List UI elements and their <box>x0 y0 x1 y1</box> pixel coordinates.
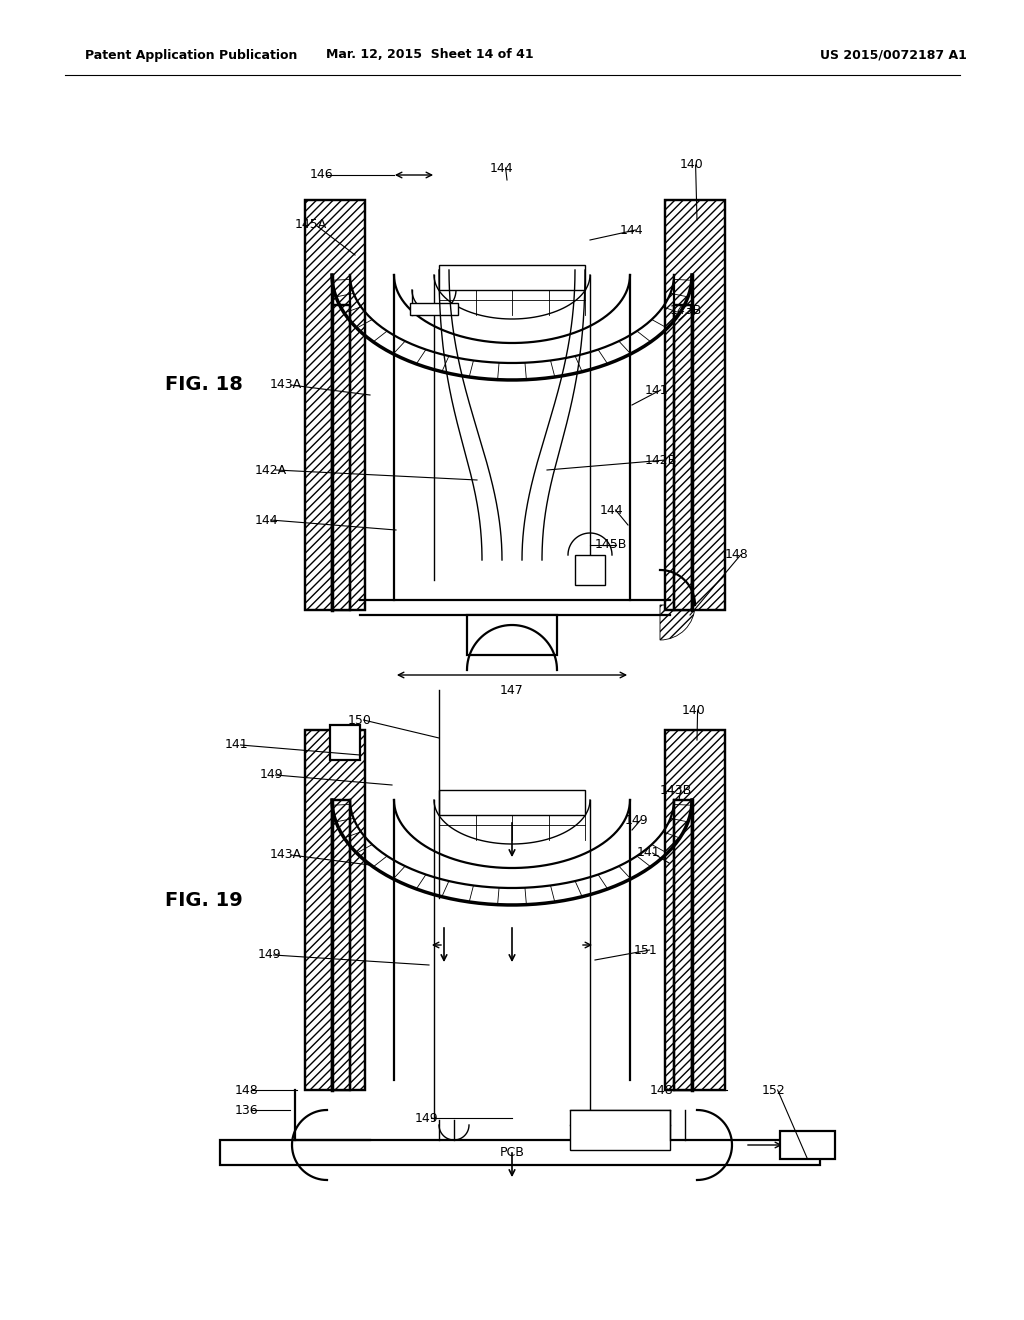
Text: 145A: 145A <box>295 219 328 231</box>
Text: 142A: 142A <box>255 463 287 477</box>
Bar <box>674 305 692 610</box>
Text: 145B: 145B <box>595 539 628 552</box>
Text: FIG. 18: FIG. 18 <box>165 375 243 395</box>
Bar <box>332 800 350 1090</box>
Bar <box>332 305 350 610</box>
Text: 143B: 143B <box>660 784 692 796</box>
Bar <box>332 305 350 610</box>
Text: 143A: 143A <box>270 379 302 392</box>
Bar <box>674 800 692 1090</box>
Text: 146: 146 <box>310 169 334 181</box>
Text: 142B: 142B <box>645 454 677 466</box>
Bar <box>305 201 365 610</box>
Text: 148: 148 <box>234 1084 259 1097</box>
Text: 141: 141 <box>225 738 249 751</box>
Bar <box>305 730 365 1090</box>
Bar <box>674 800 692 1090</box>
Text: 143B: 143B <box>670 304 702 317</box>
Bar <box>410 304 458 315</box>
Bar <box>439 789 585 814</box>
Text: US 2015/0072187 A1: US 2015/0072187 A1 <box>820 49 967 62</box>
Text: 143A: 143A <box>270 849 302 862</box>
Text: 148: 148 <box>725 549 749 561</box>
Text: Patent Application Publication: Patent Application Publication <box>85 49 297 62</box>
Bar <box>780 1131 835 1159</box>
Text: 144: 144 <box>490 161 514 174</box>
Bar <box>305 201 365 610</box>
Text: 152: 152 <box>762 1084 785 1097</box>
Text: 144: 144 <box>600 503 624 516</box>
Text: 140: 140 <box>682 704 706 717</box>
Bar <box>332 800 350 1090</box>
Bar <box>330 725 360 760</box>
Text: 149: 149 <box>260 768 284 781</box>
Bar <box>467 615 557 655</box>
Text: 136: 136 <box>234 1104 259 1117</box>
Text: 149: 149 <box>625 813 648 826</box>
Text: 149: 149 <box>258 949 282 961</box>
Text: 151: 151 <box>634 944 657 957</box>
Text: 141: 141 <box>645 384 669 396</box>
Bar <box>665 201 725 610</box>
Text: 147: 147 <box>500 684 524 697</box>
Bar <box>220 1140 820 1166</box>
Text: FIG. 19: FIG. 19 <box>165 891 243 909</box>
Text: 150: 150 <box>348 714 372 726</box>
Bar <box>665 730 725 1090</box>
Bar <box>665 201 725 610</box>
Text: 144: 144 <box>255 513 279 527</box>
Bar <box>674 305 692 610</box>
Bar <box>665 730 725 1090</box>
Text: 141: 141 <box>637 846 660 859</box>
Text: PCB: PCB <box>500 1146 524 1159</box>
Text: 144: 144 <box>620 223 644 236</box>
Text: 140: 140 <box>680 158 703 172</box>
Text: 149: 149 <box>415 1111 438 1125</box>
Bar <box>570 1110 670 1150</box>
Bar <box>575 554 605 585</box>
Bar <box>305 730 365 1090</box>
Bar <box>439 265 585 290</box>
Text: Mar. 12, 2015  Sheet 14 of 41: Mar. 12, 2015 Sheet 14 of 41 <box>327 49 534 62</box>
Text: 148: 148 <box>650 1084 674 1097</box>
